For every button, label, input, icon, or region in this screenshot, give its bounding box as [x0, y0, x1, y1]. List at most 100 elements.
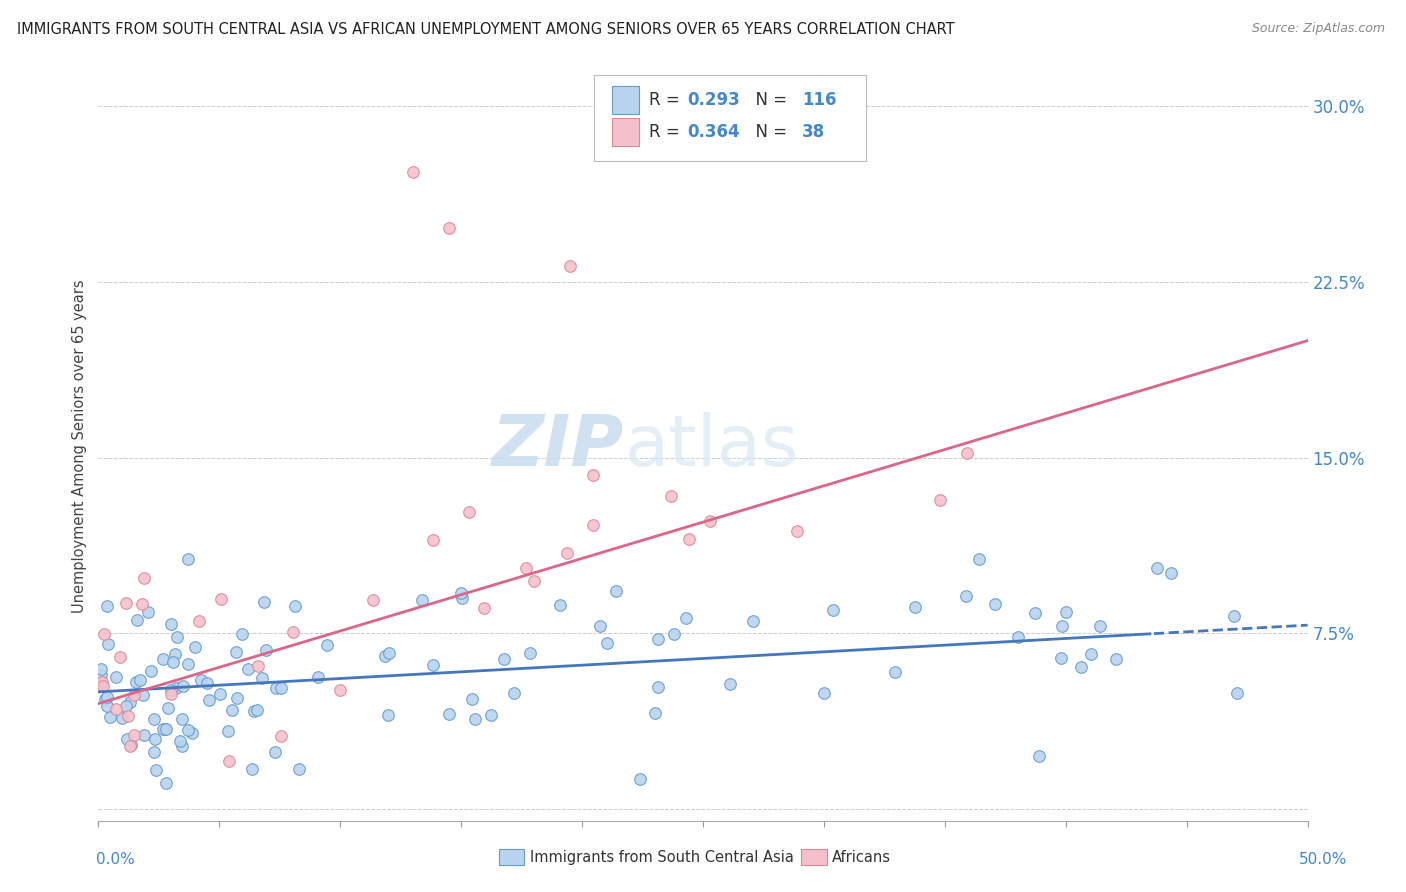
Point: [198, 693, 221, 707]
Point: [246, 659, 269, 673]
Text: Africans: Africans: [832, 850, 891, 864]
Text: Immigrants from South Central Asia: Immigrants from South Central Asia: [530, 850, 794, 864]
Point: [128, 673, 150, 688]
Point: [461, 691, 484, 706]
Point: [188, 614, 211, 628]
Point: [217, 724, 239, 739]
Point: [122, 688, 145, 702]
Point: [209, 591, 232, 606]
Point: [160, 687, 183, 701]
Point: [108, 649, 131, 664]
Point: [226, 690, 249, 705]
Point: [172, 679, 194, 693]
Point: [1105, 651, 1128, 665]
Point: [558, 259, 581, 273]
Point: [104, 670, 127, 684]
Point: [1080, 648, 1102, 662]
Text: N =: N =: [745, 123, 793, 141]
Point: [157, 700, 180, 714]
Point: [152, 722, 174, 736]
Point: [190, 673, 212, 687]
Point: [166, 630, 188, 644]
Point: [378, 646, 401, 660]
Point: [1088, 618, 1111, 632]
Point: [270, 681, 292, 695]
Point: [884, 665, 907, 679]
Point: [967, 551, 990, 566]
Point: [675, 611, 697, 625]
Point: [177, 552, 200, 566]
Point: [422, 533, 444, 547]
Point: [411, 593, 433, 607]
Point: [813, 686, 835, 700]
Point: [96, 690, 118, 705]
Point: [218, 754, 240, 768]
Point: [172, 712, 194, 726]
Point: [1226, 686, 1249, 700]
Point: [90, 668, 112, 682]
Point: [93, 627, 115, 641]
Point: [786, 524, 808, 539]
Point: [1070, 660, 1092, 674]
Point: [250, 671, 273, 685]
Point: [377, 708, 399, 723]
Point: [115, 699, 138, 714]
Point: [122, 728, 145, 742]
Point: [177, 723, 200, 738]
Text: atlas: atlas: [624, 411, 799, 481]
Point: [165, 681, 187, 696]
Point: [118, 739, 141, 753]
Point: [98, 710, 121, 724]
Point: [955, 589, 977, 603]
Point: [450, 591, 472, 606]
Point: [270, 729, 292, 743]
Text: 50.0%: 50.0%: [1299, 852, 1347, 867]
Point: [281, 625, 304, 640]
Point: [94, 692, 117, 706]
Point: [823, 602, 845, 616]
Text: R =: R =: [648, 123, 685, 141]
Point: [1024, 606, 1046, 620]
Point: [474, 601, 496, 615]
Text: 0.0%: 0.0%: [96, 852, 135, 867]
Point: [143, 732, 166, 747]
Point: [479, 708, 502, 723]
Point: [132, 728, 155, 742]
Point: [1050, 619, 1073, 633]
Point: [1146, 561, 1168, 575]
Bar: [613, 86, 638, 114]
Point: [1160, 566, 1182, 580]
Point: [315, 638, 337, 652]
Point: [595, 636, 617, 650]
Point: [284, 599, 307, 613]
Point: [181, 726, 204, 740]
Point: [605, 584, 627, 599]
Point: [183, 640, 205, 654]
Point: [125, 674, 148, 689]
Point: [984, 597, 1007, 611]
Point: [422, 658, 444, 673]
Point: [155, 776, 177, 790]
Y-axis label: Unemployment Among Seniors over 65 years: Unemployment Among Seniors over 65 years: [72, 279, 87, 613]
Point: [742, 614, 765, 628]
Point: [287, 762, 309, 776]
Point: [589, 619, 612, 633]
Point: [139, 664, 162, 678]
Bar: [613, 118, 638, 146]
Point: [464, 712, 486, 726]
Point: [1007, 630, 1029, 644]
Point: [522, 574, 544, 588]
Point: [127, 613, 149, 627]
Point: [97, 637, 120, 651]
Point: [91, 679, 114, 693]
Point: [450, 586, 472, 600]
Point: [163, 647, 186, 661]
Text: ZIP: ZIP: [492, 411, 624, 481]
Point: [502, 686, 524, 700]
Point: [361, 592, 384, 607]
Text: R =: R =: [648, 91, 685, 109]
Point: [628, 772, 651, 786]
Point: [264, 745, 287, 759]
Point: [221, 703, 243, 717]
Point: [152, 652, 174, 666]
